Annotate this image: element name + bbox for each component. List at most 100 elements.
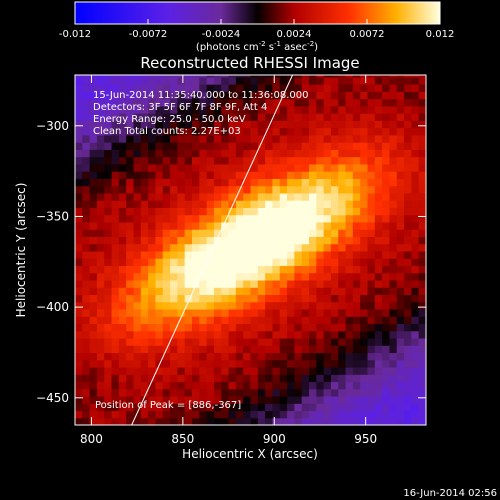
heatmap-cell [140,265,149,274]
heatmap-cell [228,200,237,208]
heatmap-cell [265,330,274,339]
heatmap-cell [272,127,281,136]
heatmap-cell [221,163,230,172]
heatmap-cell [118,75,127,78]
heatmap-cell [287,359,295,368]
heatmap-cell [75,316,83,325]
heatmap-cell [345,214,354,223]
heatmap-cell [330,381,339,390]
heatmap-cell [345,359,354,368]
heatmap-cell [330,76,339,85]
heatmap-cell [374,134,383,143]
heatmap-cell [206,410,215,419]
heatmap-cell [257,84,266,92]
heatmap-cell [89,76,98,85]
heatmap-cell [82,91,91,100]
heatmap-cell [301,265,310,274]
heatmap-cell [75,236,83,245]
heatmap-cell [206,91,215,100]
heatmap-cell [162,359,171,368]
heatmap-cell [411,366,420,375]
heatmap-cell [228,337,237,346]
heatmap-cell [133,279,142,288]
heatmap-cell [243,207,252,216]
heatmap-cell [111,105,120,114]
heatmap-cell [118,323,127,332]
heatmap-cell [382,134,391,143]
heatmap-cell [389,381,398,390]
heatmap-cell [228,113,237,121]
heatmap-cell [330,287,339,296]
heatmap-cell [96,272,105,281]
heatmap-cell [140,337,149,346]
heatmap-cell [316,395,325,404]
heatmap-cell [192,200,200,208]
heatmap-cell [411,301,420,310]
heatmap-cell [382,287,391,296]
heatmap-cell [221,330,230,339]
heatmap-cell [257,178,266,187]
heatmap-cell [148,359,157,368]
heatmap-cell [330,265,339,274]
heatmap-cell [301,330,310,339]
heatmap-cell [250,294,259,303]
heatmap-cell [316,323,325,332]
heatmap-cell [316,388,325,397]
heatmap-cell [192,330,200,339]
heatmap-cell [279,156,288,165]
heatmap-cell [96,91,105,100]
heatmap-cell [345,265,354,274]
heatmap-cell [140,163,149,172]
heatmap-cell [199,258,208,267]
heatmap-cell [338,265,347,274]
heatmap-cell [352,185,361,194]
heatmap-cell [352,221,361,230]
heatmap-cell [257,120,266,129]
heatmap-cell [279,221,288,230]
heatmap-cell [309,250,317,259]
heatmap-cell [221,417,230,425]
heatmap-cell [184,265,193,274]
heatmap-cell [330,149,339,158]
heatmap-cell [243,98,252,107]
heatmap-cell [330,337,339,346]
heatmap-cell [265,316,274,325]
heatmap-cell [89,287,98,296]
heatmap-cell [272,120,281,129]
heatmap-cell [272,214,281,223]
heatmap-cell [111,207,120,216]
heatmap-cell [192,352,200,361]
heatmap-cell [287,192,295,201]
heatmap-cell [184,337,193,346]
heatmap-cell [287,134,295,143]
heatmap-cell [309,388,317,397]
heatmap-cell [279,171,288,179]
heatmap-cell [162,142,171,150]
heatmap-cell [396,410,405,419]
heatmap-cell [418,120,426,129]
heatmap-cell [96,75,105,78]
heatmap-cell [192,374,200,383]
heatmap-cell [294,330,303,339]
heatmap-cell [243,258,252,267]
heatmap-cell [184,91,193,100]
heatmap-cell [257,91,266,100]
heatmap-cell [228,91,237,100]
heatmap-cell [111,265,120,274]
heatmap-cell [89,75,98,78]
heatmap-cell [265,236,274,245]
heatmap-cell [411,265,420,274]
heatmap-cell [404,134,412,143]
heatmap-cell [111,250,120,259]
heatmap-cell [360,207,369,216]
heatmap-cell [118,272,127,281]
heatmap-cell [206,272,215,281]
heatmap-cell [140,149,149,158]
heatmap-cell [382,84,391,92]
heatmap-cell [126,323,135,332]
heatmap-cell [323,221,332,230]
heatmap-cell [162,417,171,425]
heatmap-cell [294,127,303,136]
heatmap-cell [89,374,98,383]
heatmap-cell [243,250,252,259]
